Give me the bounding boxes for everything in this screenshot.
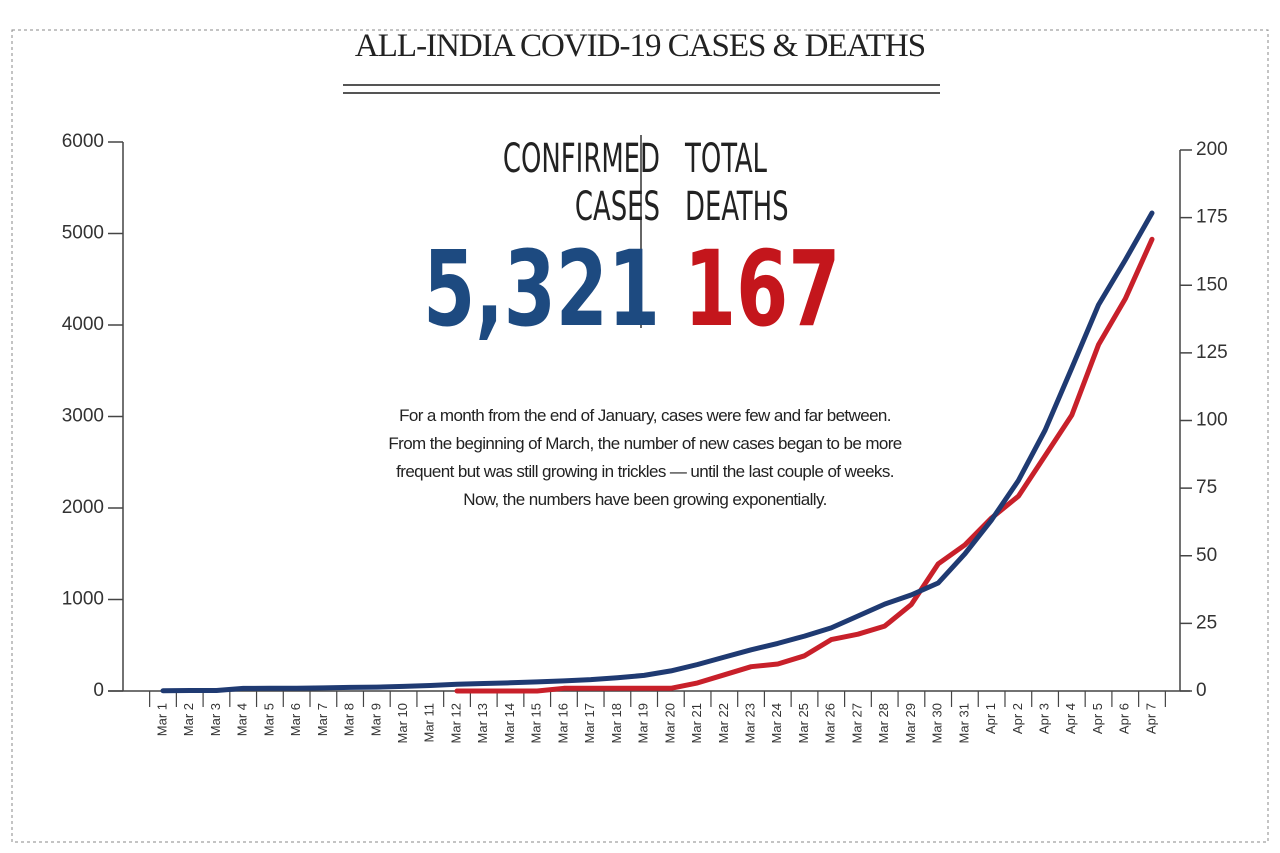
y2-tick-label: 0 <box>1196 680 1207 701</box>
x-tick-label: Mar 30 <box>930 703 945 743</box>
stat-label: TOTAL DEATHS <box>685 136 789 230</box>
description-line: Now, the numbers have been growing expon… <box>463 490 827 509</box>
x-tick-label: Mar 5 <box>261 703 276 736</box>
x-tick-label: Mar 15 <box>529 703 544 743</box>
y-tick-label: 4000 <box>62 314 104 335</box>
x-tick-label: Mar 22 <box>716 703 731 743</box>
x-tick-label: Mar 14 <box>502 703 517 743</box>
x-tick-label: Mar 13 <box>475 703 490 743</box>
x-tick-label: Apr 4 <box>1063 703 1078 734</box>
x-tick-label: Apr 1 <box>983 703 998 734</box>
y2-tick-label: 100 <box>1196 410 1228 431</box>
x-tick-label: Mar 8 <box>342 703 357 736</box>
x-tick-label: Mar 25 <box>796 703 811 743</box>
x-tick-label: Mar 28 <box>876 703 891 743</box>
series-line <box>454 236 1155 694</box>
y2-tick-label: 25 <box>1196 612 1217 633</box>
x-tick-label: Mar 10 <box>395 703 410 743</box>
x-tick-label: Mar 2 <box>181 703 196 736</box>
y-tick-label: 5000 <box>62 223 104 244</box>
x-tick-label: Mar 24 <box>769 703 784 743</box>
stat-value: 167 <box>684 228 841 350</box>
stat-value: 5,321 <box>423 228 660 350</box>
x-tick-label: Mar 29 <box>903 703 918 743</box>
x-tick-label: Mar 23 <box>742 703 757 743</box>
y-tick-label: 3000 <box>62 406 104 427</box>
x-tick-label: Apr 5 <box>1090 703 1105 734</box>
description: For a month from the end of January, cas… <box>300 402 990 514</box>
frame <box>11 29 1269 843</box>
series-line <box>160 210 1155 694</box>
x-tick-label: Mar 17 <box>582 703 597 743</box>
x-tick-label: Mar 31 <box>956 703 971 743</box>
y2-tick-label: 50 <box>1196 545 1217 566</box>
x-tick-label: Mar 12 <box>448 703 463 743</box>
x-tick-label: Mar 9 <box>368 703 383 736</box>
x-tick-label: Mar 7 <box>315 703 330 736</box>
y2-tick-label: 75 <box>1196 477 1217 498</box>
x-tick-label: Mar 3 <box>208 703 223 736</box>
x-tick-label: Mar 11 <box>422 703 437 743</box>
description-line: frequent but was still growing in trickl… <box>396 462 894 481</box>
y-tick-label: 6000 <box>62 131 104 152</box>
x-tick-label: Mar 6 <box>288 703 303 736</box>
y2-tick-label: 200 <box>1196 139 1228 160</box>
y2-tick-label: 150 <box>1196 274 1228 295</box>
x-tick-label: Mar 4 <box>235 703 250 736</box>
x-tick-label: Mar 27 <box>849 703 864 743</box>
y-tick-label: 0 <box>93 680 104 701</box>
description-line: From the beginning of March, the number … <box>388 434 902 453</box>
description-line: For a month from the end of January, cas… <box>399 406 891 425</box>
x-tick-label: Apr 3 <box>1037 703 1052 734</box>
x-tick-label: Mar 26 <box>823 703 838 743</box>
y-tick-label: 2000 <box>62 497 104 518</box>
x-tick-label: Mar 1 <box>154 703 169 736</box>
x-tick-label: Mar 16 <box>555 703 570 743</box>
y-tick-label: 1000 <box>62 589 104 610</box>
x-tick-label: Mar 19 <box>636 703 651 743</box>
chart-title: ALL-INDIA COVID-19 CASES & DEATHS <box>354 28 926 64</box>
y2-tick-label: 175 <box>1196 207 1228 228</box>
y2-tick-label: 125 <box>1196 342 1228 363</box>
x-tick-label: Apr 6 <box>1117 703 1132 734</box>
stat-label: CONFIRMED CASES <box>502 136 660 230</box>
x-tick-label: Apr 2 <box>1010 703 1025 734</box>
x-tick-label: Mar 18 <box>609 703 624 743</box>
x-tick-label: Apr 7 <box>1143 703 1158 734</box>
x-tick-label: Mar 20 <box>662 703 677 743</box>
x-tick-label: Mar 21 <box>689 703 704 743</box>
